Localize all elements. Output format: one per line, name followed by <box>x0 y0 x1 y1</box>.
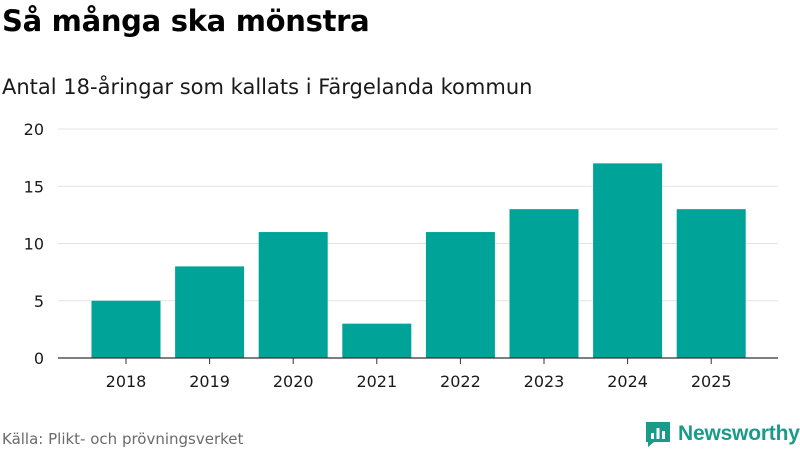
bar <box>342 323 412 358</box>
bar <box>676 209 746 358</box>
source-note: Källa: Plikt- och prövningsverket <box>2 430 244 448</box>
bar <box>91 300 161 358</box>
x-tick-label: 2024 <box>607 372 648 391</box>
bar <box>425 232 495 358</box>
newsworthy-logo-icon <box>646 422 670 447</box>
y-tick-label: 0 <box>34 349 44 368</box>
bar <box>593 163 663 358</box>
y-tick-label: 10 <box>24 235 44 254</box>
x-tick-label: 2018 <box>106 372 147 391</box>
x-tick-label: 2022 <box>440 372 481 391</box>
brand-logo: Newsworthy <box>644 419 800 449</box>
x-tick-label: 2020 <box>273 372 314 391</box>
brand-name: Newsworthy <box>678 422 800 445</box>
y-tick-label: 15 <box>24 177 44 196</box>
x-tick-label: 2021 <box>356 372 397 391</box>
x-tick-label: 2019 <box>189 372 230 391</box>
chart-title: Så många ska mönstra <box>2 4 370 38</box>
bar <box>258 232 328 358</box>
y-tick-label: 20 <box>24 120 44 139</box>
bar <box>509 209 579 358</box>
x-tick-label: 2023 <box>524 372 565 391</box>
y-tick-label: 5 <box>34 292 44 311</box>
bar <box>175 266 245 358</box>
chart-subtitle: Antal 18-åringar som kallats i Färgeland… <box>2 75 533 99</box>
x-tick-label: 2025 <box>691 372 732 391</box>
